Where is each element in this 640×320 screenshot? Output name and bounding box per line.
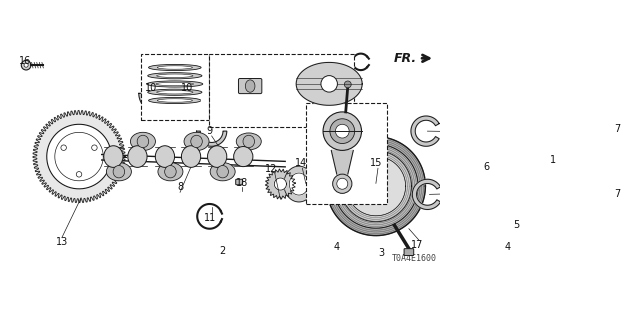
Ellipse shape — [191, 135, 202, 148]
Ellipse shape — [236, 133, 261, 150]
Polygon shape — [275, 178, 287, 190]
Ellipse shape — [184, 132, 209, 151]
Bar — [209, 54, 354, 127]
Text: 17: 17 — [411, 240, 423, 250]
Text: 7: 7 — [614, 189, 620, 199]
Ellipse shape — [113, 165, 125, 178]
Ellipse shape — [148, 97, 201, 104]
Text: 4: 4 — [504, 242, 510, 252]
Ellipse shape — [131, 132, 156, 151]
Ellipse shape — [148, 64, 201, 71]
Ellipse shape — [104, 146, 123, 167]
FancyBboxPatch shape — [236, 179, 243, 185]
Text: T0A4E1600: T0A4E1600 — [392, 254, 436, 263]
Polygon shape — [289, 173, 308, 195]
Circle shape — [337, 178, 348, 189]
Polygon shape — [47, 124, 111, 189]
Ellipse shape — [137, 135, 148, 148]
Ellipse shape — [245, 80, 255, 92]
Polygon shape — [365, 175, 387, 197]
Polygon shape — [334, 144, 418, 228]
Bar — [306, 103, 387, 204]
Circle shape — [76, 172, 82, 177]
Polygon shape — [166, 93, 205, 113]
Ellipse shape — [164, 165, 176, 178]
Circle shape — [330, 119, 355, 143]
Circle shape — [333, 174, 352, 193]
Text: 7: 7 — [614, 124, 620, 134]
Polygon shape — [33, 110, 125, 203]
Ellipse shape — [148, 89, 202, 95]
Text: 11: 11 — [204, 213, 216, 223]
Text: FR.: FR. — [394, 52, 417, 65]
Ellipse shape — [158, 163, 183, 181]
Ellipse shape — [156, 146, 175, 167]
Ellipse shape — [210, 163, 235, 181]
Circle shape — [61, 145, 67, 150]
Ellipse shape — [106, 163, 131, 181]
Text: 3: 3 — [378, 248, 385, 258]
Ellipse shape — [234, 147, 253, 167]
Polygon shape — [332, 150, 353, 174]
Text: 15: 15 — [370, 158, 382, 168]
Text: 10: 10 — [145, 83, 157, 93]
Text: 5: 5 — [514, 220, 520, 230]
Circle shape — [335, 124, 349, 138]
Bar — [141, 54, 209, 120]
Text: 4: 4 — [333, 242, 340, 252]
Text: 16: 16 — [19, 56, 31, 66]
Text: 9: 9 — [207, 126, 212, 136]
Text: 12: 12 — [265, 164, 278, 174]
Ellipse shape — [207, 146, 227, 167]
Ellipse shape — [157, 74, 193, 77]
Ellipse shape — [156, 82, 193, 86]
Polygon shape — [411, 116, 439, 146]
Text: 2: 2 — [219, 246, 225, 256]
Circle shape — [24, 63, 28, 67]
Polygon shape — [202, 99, 206, 104]
Text: 6: 6 — [483, 162, 490, 172]
Circle shape — [21, 60, 31, 70]
Ellipse shape — [128, 146, 147, 167]
Polygon shape — [266, 169, 296, 199]
Circle shape — [321, 76, 337, 92]
Circle shape — [344, 81, 351, 88]
Polygon shape — [196, 131, 227, 146]
FancyBboxPatch shape — [404, 249, 413, 256]
Polygon shape — [412, 179, 440, 210]
Ellipse shape — [157, 99, 193, 102]
Polygon shape — [340, 150, 412, 222]
Text: 10: 10 — [180, 83, 193, 93]
Polygon shape — [284, 166, 314, 202]
Polygon shape — [346, 156, 406, 216]
Ellipse shape — [157, 66, 193, 69]
Text: 13: 13 — [56, 237, 68, 247]
Polygon shape — [296, 62, 362, 105]
Ellipse shape — [157, 91, 193, 94]
Text: 18: 18 — [236, 178, 248, 188]
Circle shape — [92, 145, 97, 150]
Ellipse shape — [181, 146, 201, 167]
Text: 1: 1 — [550, 155, 556, 165]
Text: 8: 8 — [177, 182, 183, 193]
Ellipse shape — [217, 165, 228, 178]
Polygon shape — [139, 93, 177, 113]
Circle shape — [323, 112, 362, 150]
Polygon shape — [326, 137, 426, 236]
FancyBboxPatch shape — [239, 78, 262, 94]
Ellipse shape — [148, 73, 202, 79]
Text: 14: 14 — [295, 158, 307, 168]
Ellipse shape — [243, 135, 255, 148]
Ellipse shape — [147, 81, 203, 87]
